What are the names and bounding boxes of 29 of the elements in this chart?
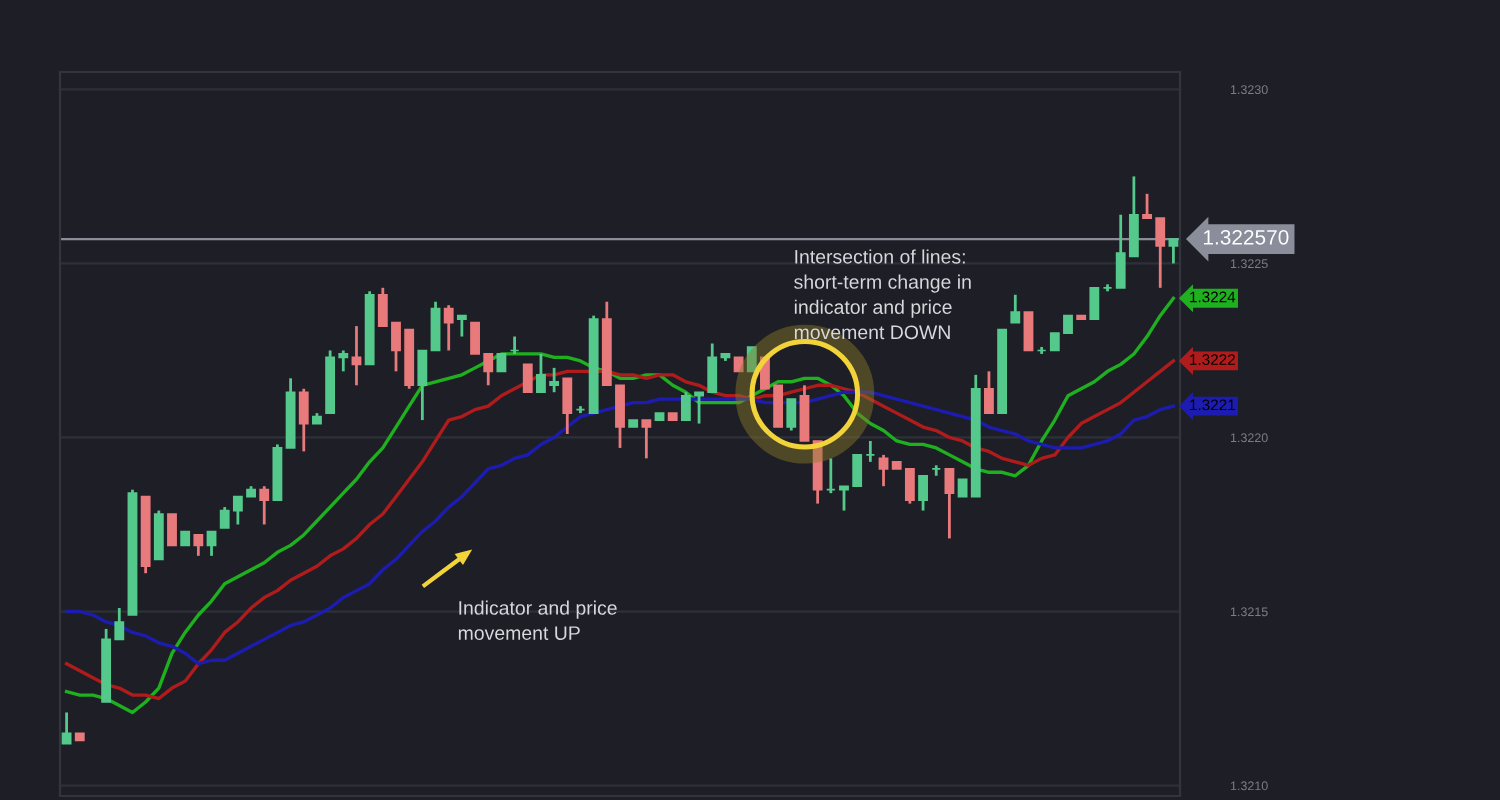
candlestick bbox=[417, 349, 428, 422]
annotation: Intersection of lines: short-term change in indicator and price movement DOWN bbox=[794, 249, 971, 340]
candlestick bbox=[153, 509, 164, 561]
candlestick bbox=[443, 303, 454, 352]
candlestick bbox=[944, 467, 955, 540]
line-series bbox=[64, 359, 1176, 701]
candlestick bbox=[193, 533, 204, 558]
candlestick bbox=[1089, 286, 1100, 320]
candlestick bbox=[298, 387, 309, 453]
candlestick bbox=[746, 346, 757, 373]
candlestick bbox=[799, 383, 810, 443]
candlestick bbox=[786, 397, 797, 432]
candlestick bbox=[61, 711, 72, 746]
annotation: Indicator and price movement UP bbox=[458, 600, 617, 640]
candlestick bbox=[1010, 293, 1021, 325]
ref-line-label: 1.322570 bbox=[1203, 229, 1289, 245]
candlestick bbox=[456, 314, 467, 338]
candlestick bbox=[259, 484, 270, 526]
candlestick bbox=[522, 363, 533, 394]
candlestick bbox=[167, 513, 177, 547]
line-series bbox=[64, 296, 1176, 715]
candlestick bbox=[430, 300, 441, 352]
candlestick bbox=[918, 474, 928, 512]
candlestick bbox=[984, 369, 994, 415]
candlestick bbox=[1023, 311, 1034, 352]
candlestick bbox=[1168, 237, 1179, 265]
candlestick bbox=[878, 453, 889, 488]
candlestick bbox=[562, 376, 573, 436]
candlestick bbox=[641, 418, 652, 460]
